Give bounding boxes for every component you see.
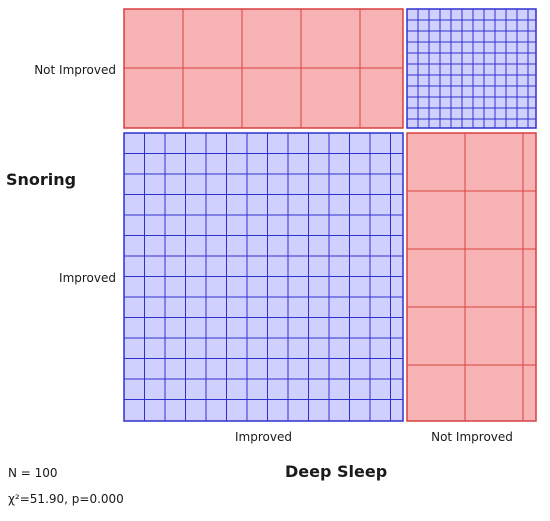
y-tick-improved: Improved: [59, 271, 116, 285]
sample-size: N = 100: [8, 466, 58, 480]
mosaic-tile-not-improved-improved: [406, 132, 537, 422]
mosaic-tile-improved-improved: [123, 132, 404, 422]
x-tick-improved: Improved: [235, 430, 292, 444]
mosaic-tile-not-improved-not-improved: [406, 8, 537, 129]
chi-square-stat: χ²=51.90, p=0.000: [8, 492, 124, 506]
x-tick-not-improved: Not Improved: [431, 430, 513, 444]
x-axis-title: Deep Sleep: [285, 462, 388, 481]
y-axis-title: Snoring: [6, 170, 77, 189]
mosaic-tile-improved-not-improved: [123, 8, 404, 129]
y-tick-not-improved: Not Improved: [34, 63, 116, 77]
